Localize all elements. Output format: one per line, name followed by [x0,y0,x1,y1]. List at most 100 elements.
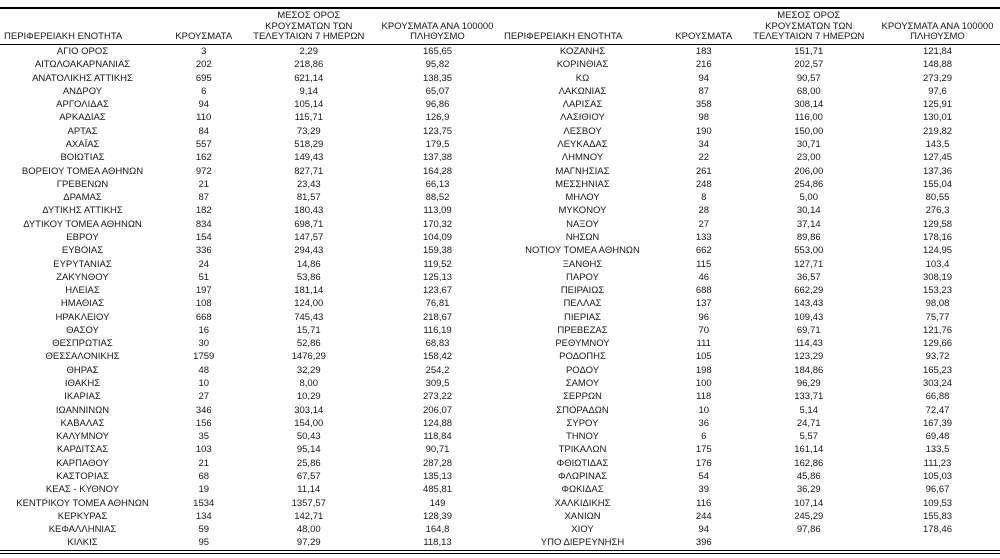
table-row: ΛΕΥΚΑΔΑΣ 34 30,71 143,5 [500,138,1000,151]
cases-cell: 105 [695,351,712,363]
region-cell: ΑΡΓΟΛΙΔΑΣ [56,99,109,111]
region-cell: ΠΕΙΡΑΙΩΣ [560,285,605,297]
cases-cell: 84 [198,125,210,137]
avg7-cell: 15,71 [296,324,321,336]
per100k-cell: 124,88 [422,417,453,429]
per100k-cell: 96,67 [925,484,950,496]
cases-cell: 94 [698,524,710,536]
region-cell: ΑΙΤΩΛΟΑΚΑΡΝΑΝΙΑΣ [34,59,131,71]
avg7-cell: 97,29 [296,537,321,549]
region-cell: ΡΕΘΥΜΝΟΥ [555,338,610,350]
region-cell: ΠΙΕΡΙΑΣ [563,311,602,323]
cases-cell: 98 [698,112,710,124]
cases-cell: 46 [698,271,710,283]
table-row: ΧΑΝΙΩΝ 244 245,29 155,83 [500,510,1000,523]
table-row: ΠΡΕΒΕΖΑΣ 70 69,71 121,76 [500,324,1000,337]
table-row: ΗΛΕΙΑΣ 197 181,14 123,67 [0,284,500,297]
per100k-cell [875,536,1000,549]
region-cell: ΒΟΡΕΙΟΥ ΤΟΜΕΑ ΑΘΗΝΩΝ [21,165,144,177]
table-row: ΕΒΡΟΥ 154 147,57 104,09 [0,231,500,244]
per100k-cell: 137,38 [422,152,453,164]
region-cell: ΘΑΣΟΥ [66,324,99,336]
column-header-avg7-line1: ΜΕΣΟΣ ΟΡΟΣ [277,10,341,22]
cases-cell: 1759 [193,351,215,363]
region-cell: ΚΕΦΑΛΛΗΝΙΑΣ [48,524,117,536]
table-header: ΠΕΡΙΦΕΡΕΙΑΚΗ ΕΝΟΤΗΤΑ ΚΡΟΥΣΜΑΤΑ ΜΕΣΟΣ ΟΡΟ… [500,9,1000,45]
per100k-cell: 485,81 [422,484,453,496]
table-row: ΚΙΛΚΙΣ 95 97,29 118,13 [0,536,500,549]
avg7-cell: 142,71 [294,510,324,522]
cases-cell: 197 [195,285,212,297]
table-row: ΚΕΑΣ - ΚΥΘΝΟΥ 19 11,14 485,81 [0,483,500,496]
region-cell: ΛΗΜΝΟΥ [561,152,604,164]
table-row: ΖΑΚΥΝΘΟΥ 51 53,86 125,13 [0,271,500,284]
table-row: ΕΥΡΥΤΑΝΙΑΣ 24 14,86 119,52 [0,258,500,271]
avg7-cell: 254,86 [794,178,824,190]
region-cell: ΚΑΡΠΑΘΟΥ [56,457,109,469]
avg7-cell: 37,14 [796,218,821,230]
avg7-cell: 294,43 [294,245,324,257]
cases-cell: 190 [695,125,712,137]
table-row: ΙΘΑΚΗΣ 10 8,00 309,5 [0,377,500,390]
cases-cell: 100 [695,378,712,390]
table-row: ΛΑΚΩΝΙΑΣ 87 68,00 97,6 [500,85,1000,98]
cases-cell: 94 [198,99,210,111]
region-cell: ΕΒΡΟΥ [66,231,99,243]
region-cell: ΧΙΟΥ [571,524,594,536]
cases-cell: 110 [196,112,212,124]
column-header-region-label: ΠΕΡΙΦΕΡΕΙΑΚΗ ΕΝΟΤΗΤΑ [4,31,123,43]
per100k-cell: 125,91 [922,99,953,111]
column-header-region-label: ΠΕΡΙΦΕΡΕΙΑΚΗ ΕΝΟΤΗΤΑ [504,31,623,43]
region-cell: ΔΡΑΜΑΣ [63,192,102,204]
per100k-cell: 164,28 [422,165,453,177]
region-cell: ΑΡΚΑΔΙΑΣ [59,112,106,124]
avg7-cell: 147,57 [294,231,324,243]
per100k-cell: 153,23 [922,285,953,297]
cases-cell: 27 [198,391,210,403]
cases-cell: 35 [198,431,210,443]
cases-cell: 30 [198,338,210,350]
cases-cell: 156 [195,417,212,429]
region-cell: ΣΠΟΡΑΔΩΝ [556,404,609,416]
cases-cell: 87 [698,85,710,97]
table-row: ΘΕΣΣΑΛΟΝΙΚΗΣ 1759 1476,29 158,42 [0,350,500,363]
per100k-cell: 104,09 [422,231,453,243]
column-header-per100k-line2: ΠΛΗΘΥΣΜΟ [910,31,965,43]
region-cell: ΦΛΩΡΙΝΑΣ [557,471,608,482]
cases-cell: 182 [195,205,212,217]
per100k-cell: 135,13 [422,471,453,482]
avg7-cell: 662,29 [794,285,824,297]
avg7-cell: 52,86 [296,338,321,350]
cases-cell: 6 [201,85,207,97]
column-header-per100k: ΚΡΟΥΣΜΑΤΑ ΑΝΑ 100000 ΠΛΗΘΥΣΜΟ [875,9,1000,45]
table-row: ΗΜΑΘΙΑΣ 108 124,00 76,81 [0,297,500,310]
cases-cell: 668 [195,311,212,323]
cases-cell: 39 [698,484,710,496]
per100k-cell: 127,45 [922,152,953,164]
column-header-region: ΠΕΡΙΦΕΡΕΙΑΚΗ ΕΝΟΤΗΤΑ [0,9,165,45]
region-cell: ΛΑΡΙΣΑΣ [562,99,603,111]
table-row: ΚΑΡΔΙΤΣΑΣ 103 95,14 90,71 [0,443,500,456]
avg7-cell: 1357,57 [291,497,326,509]
region-cell: ΒΟΙΩΤΙΑΣ [60,152,105,164]
cases-cell: 972 [195,165,212,177]
avg7-cell: 245,29 [794,510,824,522]
cases-cell: 202 [195,59,212,71]
table-row: ΜΗΛΟΥ 8 5,00 80,55 [500,191,1000,204]
table-row: ΡΟΔΟΥ 198 184,86 165,23 [500,364,1000,377]
table-row: ΠΕΛΛΑΣ 137 143,43 98,08 [500,297,1000,310]
per100k-cell: 273,29 [922,72,953,84]
cases-cell: 108 [195,298,212,310]
avg7-cell: 97,86 [796,524,821,536]
table-row: ΑΝΔΡΟΥ 6 9,14 65,07 [0,85,500,98]
per100k-cell: 303,24 [922,378,953,390]
region-cell: ΖΑΚΥΝΘΟΥ [56,271,109,283]
table-row: ΒΟΡΕΙΟΥ ΤΟΜΕΑ ΑΘΗΝΩΝ 972 827,71 164,28 [0,165,500,178]
table-row: ΠΙΕΡΙΑΣ 96 109,43 75,77 [500,311,1000,324]
cases-cell: 95 [198,537,210,549]
cases-table-right: ΠΕΡΙΦΕΡΕΙΑΚΗ ΕΝΟΤΗΤΑ ΚΡΟΥΣΜΑΤΑ ΜΕΣΟΣ ΟΡΟ… [500,9,1000,550]
cases-cell: 59 [198,524,210,536]
region-cell: ΣΕΡΡΩΝ [563,391,602,403]
region-cell: ΞΑΝΘΗΣ [562,258,603,270]
region-cell: ΠΑΡΟΥ [566,271,599,283]
